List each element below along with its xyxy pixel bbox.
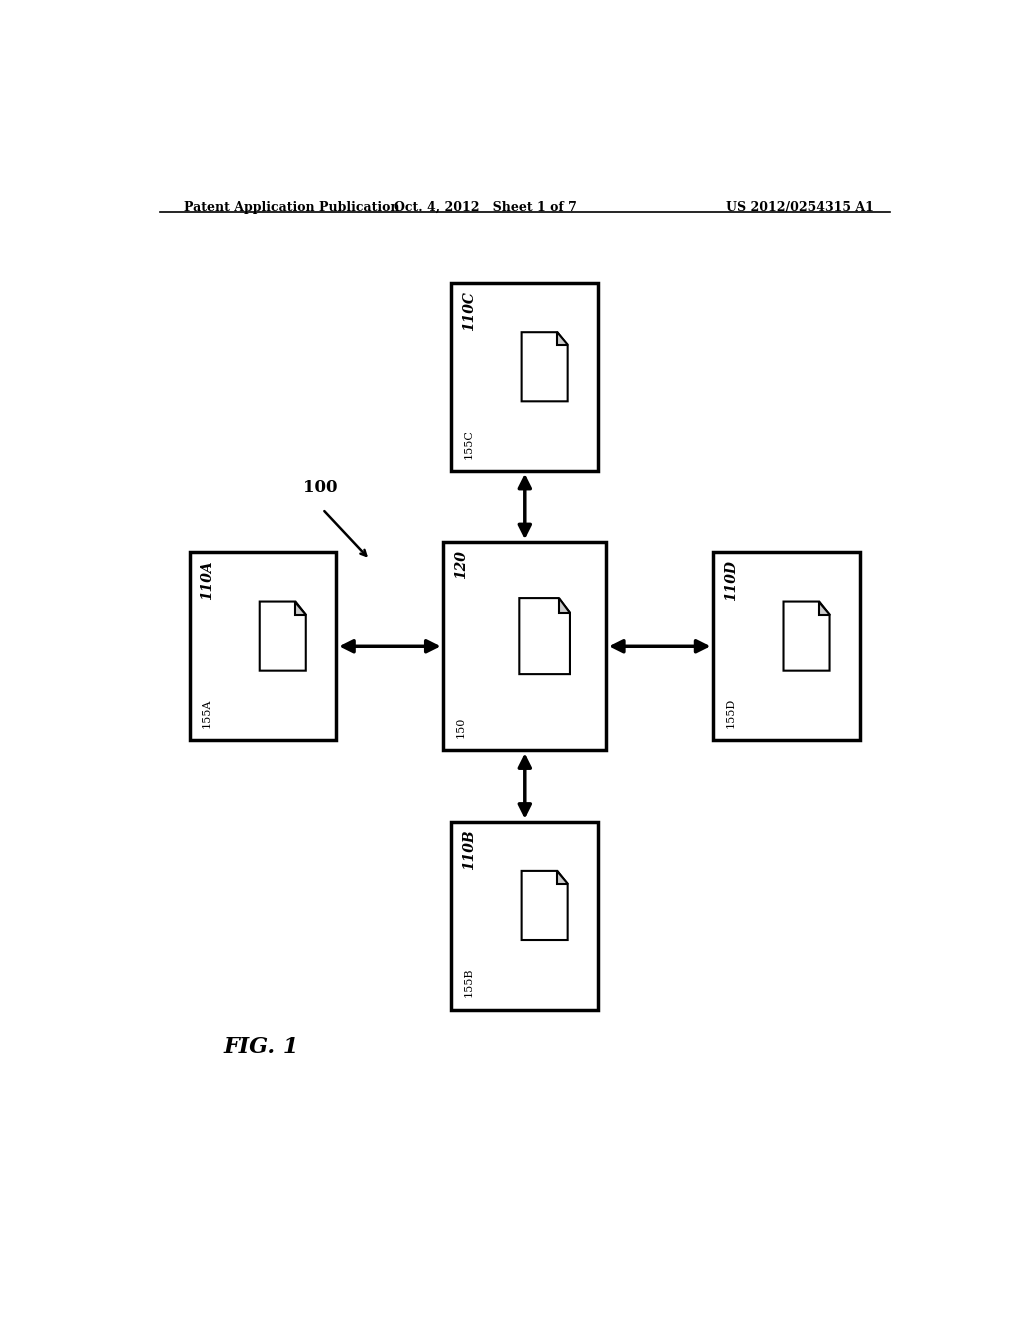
Text: 100: 100 — [303, 479, 337, 496]
Polygon shape — [260, 602, 306, 671]
Text: 110C: 110C — [462, 290, 476, 331]
Text: 155C: 155C — [464, 429, 474, 459]
Bar — [714, 552, 860, 741]
Text: US 2012/0254315 A1: US 2012/0254315 A1 — [726, 201, 873, 214]
Bar — [452, 821, 598, 1010]
Text: 110D: 110D — [724, 561, 737, 602]
Text: 150: 150 — [456, 717, 466, 738]
Text: Oct. 4, 2012   Sheet 1 of 7: Oct. 4, 2012 Sheet 1 of 7 — [393, 201, 577, 214]
Polygon shape — [521, 333, 567, 401]
Text: 110B: 110B — [462, 830, 476, 870]
Text: 155A: 155A — [202, 698, 212, 729]
Bar — [452, 282, 598, 471]
Polygon shape — [519, 598, 570, 675]
Text: Patent Application Publication: Patent Application Publication — [183, 201, 399, 214]
Polygon shape — [559, 598, 570, 612]
Text: FIG. 1: FIG. 1 — [223, 1036, 299, 1057]
Bar — [443, 543, 606, 751]
Polygon shape — [783, 602, 829, 671]
Text: 155B: 155B — [464, 968, 474, 998]
Polygon shape — [296, 602, 306, 615]
Polygon shape — [819, 602, 829, 615]
Polygon shape — [557, 333, 567, 346]
Bar — [189, 552, 336, 741]
Polygon shape — [521, 871, 567, 940]
Text: 155D: 155D — [726, 698, 735, 729]
Text: 120: 120 — [454, 550, 468, 579]
Text: 110A: 110A — [200, 561, 214, 601]
Polygon shape — [557, 871, 567, 884]
